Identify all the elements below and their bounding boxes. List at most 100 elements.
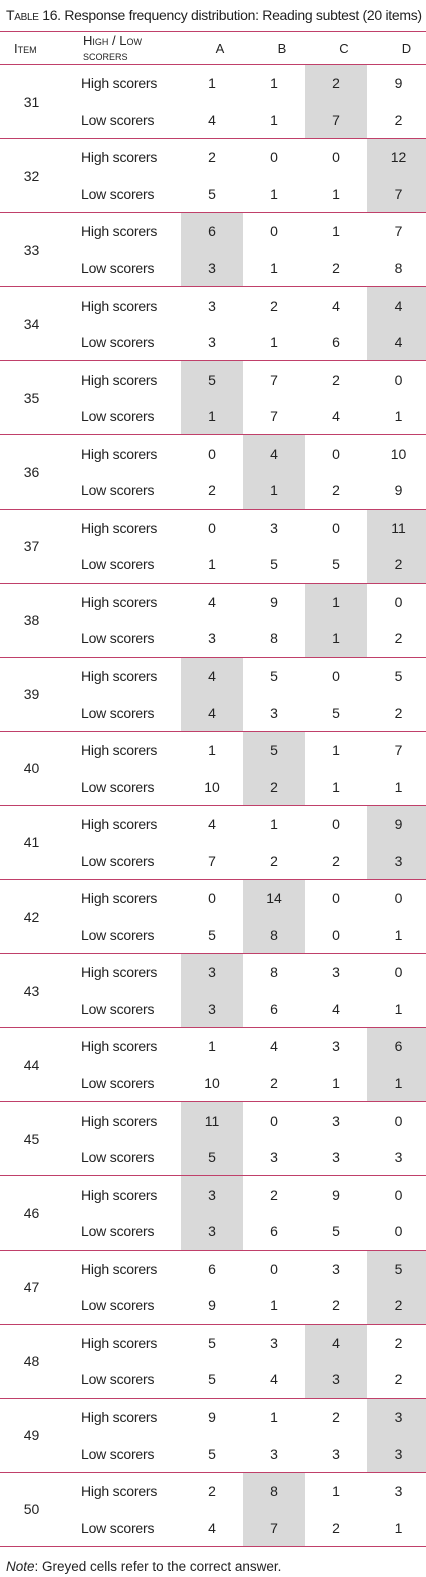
table-row-low: Low scorers 10 2 1 1 xyxy=(75,1064,426,1102)
cell-b: 3 xyxy=(270,519,278,536)
cell-a: 6 xyxy=(181,213,243,250)
cell-b: 3 xyxy=(270,1445,278,1462)
table-row-high: High scorers 6 0 1 7 xyxy=(75,213,426,250)
table-note: Note: Greyed cells refer to the correct … xyxy=(0,1559,426,1574)
table-row-low: Low scorers 3 1 2 8 xyxy=(75,249,426,287)
cell-d: 3 xyxy=(367,1435,426,1472)
cell-b: 4 xyxy=(243,435,305,473)
scorer-label: Low scorers xyxy=(81,1297,155,1314)
scorer-label: Low scorers xyxy=(81,111,155,128)
cell-b: 2 xyxy=(270,852,278,869)
table-row-low: Low scorers 5 8 0 1 xyxy=(75,916,426,954)
scorer-label: High scorers xyxy=(81,1334,158,1351)
table-row-high: High scorers 5 7 2 0 xyxy=(75,361,426,398)
item-group: 48 High scorers 5 3 4 2 Low scorers 5 4 3 2 xyxy=(0,1324,426,1399)
cell-b: 1 xyxy=(270,111,278,128)
item-group: 36 High scorers 0 4 0 10 Low scorers 2 1 2 9 xyxy=(0,435,426,510)
table-row-high: High scorers 0 14 0 0 xyxy=(75,880,426,917)
cell-d: 7 xyxy=(394,223,403,240)
table-row-high: High scorers 3 2 9 0 xyxy=(75,1176,426,1213)
cell-c: 2 xyxy=(332,1408,340,1425)
cell-a: 3 xyxy=(208,334,216,351)
cell-b: 7 xyxy=(270,408,278,425)
cell-a: 5 xyxy=(208,926,216,943)
cell-b: 9 xyxy=(270,593,278,610)
header-b: B xyxy=(277,40,287,56)
cell-d: 0 xyxy=(394,593,403,610)
cell-c: 2 xyxy=(332,260,340,276)
cell-c: 7 xyxy=(305,101,367,139)
item-number: 39 xyxy=(23,686,40,703)
cell-c: 3 xyxy=(332,1038,340,1055)
cell-c: 2 xyxy=(332,852,340,869)
cell-d: 2 xyxy=(367,546,426,583)
cell-c: 0 xyxy=(332,519,340,536)
cell-b: 1 xyxy=(243,472,305,509)
item-group: 35 High scorers 5 7 2 0 Low scorers 1 7 4 1 xyxy=(0,361,426,436)
cell-b: 3 xyxy=(270,1334,278,1351)
cell-c: 0 xyxy=(332,445,340,462)
table-row-high: High scorers 1 5 1 7 xyxy=(75,731,426,769)
cell-b: 8 xyxy=(243,916,305,954)
scorer-label: High scorers xyxy=(81,1408,158,1425)
cell-d: 1 xyxy=(394,926,403,943)
cell-b: 8 xyxy=(243,1472,305,1510)
table-row-low: Low scorers 2 1 2 9 xyxy=(75,472,426,509)
cell-d: 0 xyxy=(394,890,403,907)
cell-c: 3 xyxy=(332,1112,340,1129)
cell-d: 4 xyxy=(367,323,426,361)
scorer-label: Low scorers xyxy=(81,260,155,276)
item-group: 45 High scorers 11 0 3 0 Low scorers 5 3 3 3 xyxy=(0,1102,426,1177)
item-number: 32 xyxy=(23,167,40,184)
item-number: 49 xyxy=(23,1427,40,1444)
table-row-low: Low scorers 10 2 1 1 xyxy=(75,768,426,805)
cell-b: 4 xyxy=(270,1371,278,1388)
item-group: 41 High scorers 4 1 0 9 Low scorers 7 2 2 3 xyxy=(0,805,426,881)
cell-a: 4 xyxy=(181,657,243,695)
cell-c: 0 xyxy=(332,926,340,943)
cell-a: 1 xyxy=(208,556,216,573)
cell-c: 1 xyxy=(332,223,340,240)
cell-b: 1 xyxy=(270,334,278,351)
cell-a: 6 xyxy=(208,1260,216,1277)
scorer-label: High scorers xyxy=(81,964,158,981)
item-number: 46 xyxy=(23,1204,40,1221)
scorer-label: High scorers xyxy=(81,742,158,759)
cell-a: 9 xyxy=(208,1408,216,1425)
table-row-low: Low scorers 4 1 7 2 xyxy=(75,101,426,139)
cell-b: 0 xyxy=(270,1112,278,1129)
table-row-high: High scorers 11 0 3 0 xyxy=(75,1102,426,1139)
cell-c: 3 xyxy=(332,1445,340,1462)
cell-a: 11 xyxy=(181,1102,243,1139)
cell-c: 1 xyxy=(332,1483,340,1500)
cell-a: 9 xyxy=(208,1297,216,1314)
item-number: 44 xyxy=(23,1056,40,1073)
table-row-high: High scorers 2 0 0 12 xyxy=(75,139,426,176)
cell-b: 3 xyxy=(270,704,278,721)
scorer-label: Low scorers xyxy=(81,482,155,499)
item-number: 47 xyxy=(23,1279,40,1296)
cell-d: 0 xyxy=(394,964,403,981)
cell-d: 10 xyxy=(390,445,407,462)
table-caption-label: Table 16. xyxy=(6,7,61,23)
cell-c: 4 xyxy=(332,408,340,425)
header-c: C xyxy=(339,40,349,56)
cell-c: 1 xyxy=(305,620,367,657)
scorer-label: Low scorers xyxy=(81,630,155,647)
cell-a: 1 xyxy=(208,742,216,759)
cell-d: 5 xyxy=(367,1250,426,1288)
cell-d: 8 xyxy=(394,260,403,276)
scorer-label: High scorers xyxy=(81,149,158,166)
header-a: A xyxy=(215,40,225,56)
item-number: 31 xyxy=(23,93,40,110)
cell-b: 1 xyxy=(270,260,278,276)
item-group: 47 High scorers 6 0 3 5 Low scorers 9 1 2 2 xyxy=(0,1250,426,1325)
cell-a: 5 xyxy=(181,361,243,398)
scorer-label: Low scorers xyxy=(81,185,155,202)
scorer-label: Low scorers xyxy=(81,704,155,721)
cell-a: 3 xyxy=(208,297,216,314)
table-row-low: Low scorers 4 3 5 2 xyxy=(75,694,426,731)
cell-d: 0 xyxy=(394,1112,403,1129)
table-row-low: Low scorers 3 6 5 0 xyxy=(75,1212,426,1250)
cell-c: 2 xyxy=(305,65,367,102)
